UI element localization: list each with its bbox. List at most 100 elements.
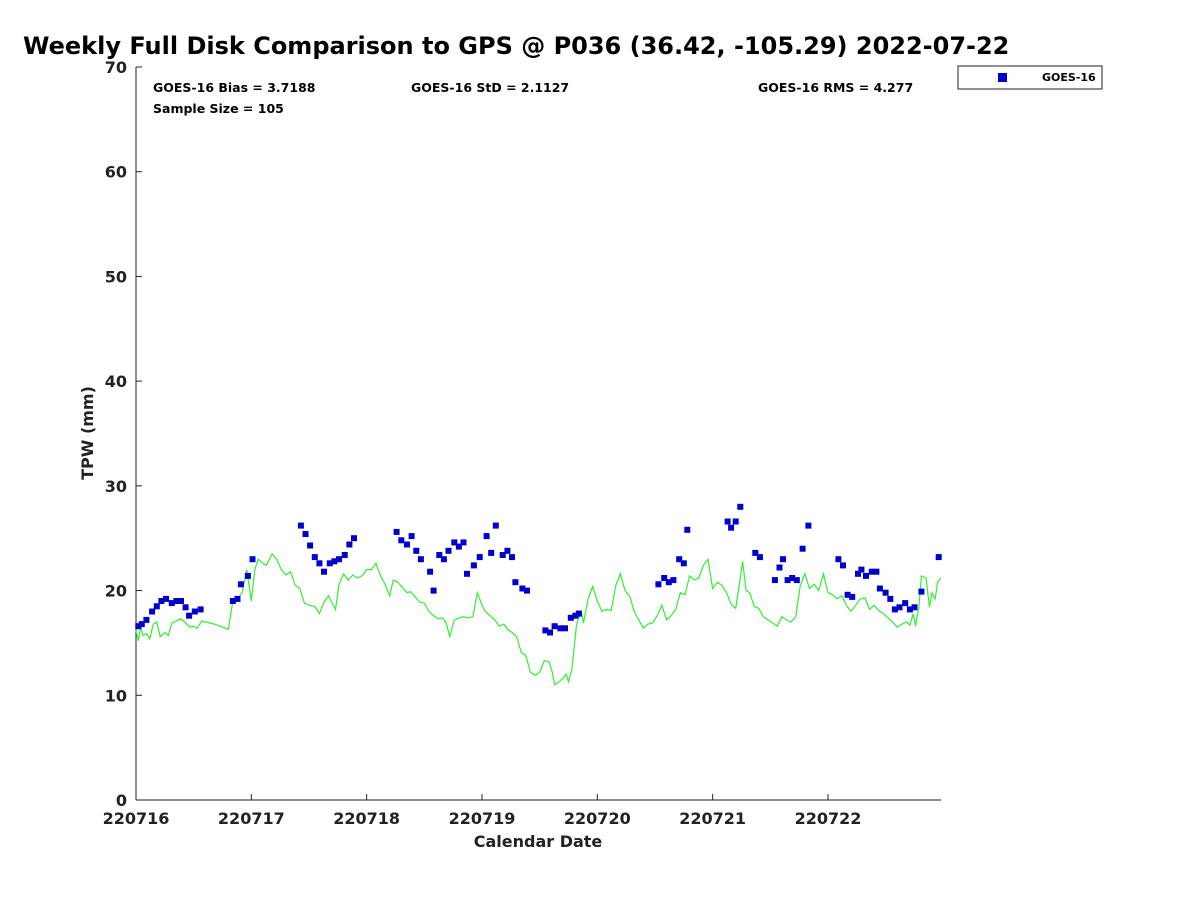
- goes16-point: [440, 556, 447, 563]
- goes16-point: [234, 595, 241, 602]
- goes16-point: [244, 572, 251, 579]
- y-tick-label: 30: [105, 477, 127, 496]
- goes16-point: [445, 547, 452, 554]
- goes16-point: [780, 556, 786, 563]
- goes16-point: [143, 616, 150, 623]
- goes16-point: [572, 612, 579, 619]
- goes16-point: [483, 533, 490, 540]
- goes16-point: [393, 528, 400, 535]
- legend-goes16-marker: [998, 73, 1007, 82]
- goes16-point: [186, 612, 193, 619]
- goes16-point: [346, 541, 353, 548]
- x-ticks: 220716 220717 220718 220719 220720 220721 2207…: [103, 794, 862, 828]
- goes16-point: [398, 537, 405, 544]
- goes16-point: [906, 606, 913, 613]
- legend: GOES-16: [957, 65, 1103, 90]
- y-tick-label: 40: [105, 372, 127, 391]
- goes16-point: [655, 581, 662, 588]
- goes16-point: [408, 533, 415, 540]
- goes16-point: [455, 543, 462, 550]
- gps-line-series: [135, 552, 942, 686]
- y-ticks: 0 10 20 30 40 50 60 70: [105, 58, 142, 810]
- goes16-point: [855, 570, 861, 577]
- goes16-point: [844, 591, 851, 598]
- goes16-point: [476, 554, 483, 561]
- goes16-point: [404, 541, 410, 548]
- goes16-point: [551, 623, 558, 630]
- goes16-point: [311, 554, 318, 561]
- goes16-point: [918, 588, 925, 595]
- goes16-point: [902, 600, 909, 607]
- y-tick-label: 20: [105, 582, 127, 601]
- goes16-point: [341, 552, 348, 558]
- goes16-point: [840, 562, 846, 569]
- goes16-point: [302, 531, 309, 537]
- x-axis-label: Calendar Date: [474, 832, 603, 851]
- goes16-point: [771, 577, 778, 584]
- goes16-point: [752, 549, 759, 556]
- goes16-point: [316, 560, 323, 567]
- x-tick-label: 220719: [449, 809, 516, 828]
- y-tick-label: 50: [105, 267, 127, 286]
- chart-title: Weekly Full Disk Comparison to GPS @ P03…: [23, 32, 1009, 60]
- goes16-point: [197, 606, 204, 613]
- goes16-point: [321, 568, 327, 575]
- goes16-point: [873, 568, 880, 575]
- legend-goes16-label: GOES-16: [1042, 71, 1096, 84]
- goes16-point: [684, 526, 691, 533]
- stat-std: GOES-16 StD = 2.1127: [411, 80, 569, 95]
- legend-box: [957, 65, 1103, 90]
- goes16-point: [911, 604, 918, 611]
- gps-line: [135, 552, 942, 686]
- goes16-point: [789, 575, 796, 581]
- goes16-point: [784, 577, 791, 584]
- goes16-point: [464, 570, 470, 577]
- x-tick-label: 220718: [333, 809, 400, 828]
- goes16-point: [149, 608, 156, 615]
- goes16-point: [670, 577, 677, 584]
- goes16-point: [661, 575, 668, 581]
- goes16-point: [430, 587, 437, 594]
- goes16-point: [756, 554, 763, 561]
- goes16-point: [173, 598, 180, 604]
- goes16-point: [297, 522, 304, 529]
- stat-sample-size: Sample Size = 105: [153, 101, 284, 116]
- goes16-point: [488, 549, 495, 556]
- goes16-point: [524, 587, 530, 594]
- x-tick-label: 220722: [795, 809, 862, 828]
- goes16-point: [680, 560, 687, 567]
- goes16-point: [249, 556, 256, 563]
- goes16-point: [562, 625, 568, 632]
- y-tick-label: 0: [116, 791, 127, 810]
- x-tick-label: 220716: [103, 809, 170, 828]
- goes16-point: [891, 606, 898, 613]
- plot-area: [135, 67, 941, 801]
- goes16-point: [509, 554, 515, 561]
- goes16-point: [182, 604, 189, 611]
- goes16-point: [158, 598, 165, 604]
- goes16-point: [413, 547, 420, 554]
- goes16-point: [575, 610, 582, 617]
- goes16-point: [331, 558, 338, 565]
- stat-rms: GOES-16 RMS = 4.277: [758, 80, 913, 95]
- goes16-point: [336, 556, 342, 563]
- x-tick-label: 220720: [564, 809, 631, 828]
- goes16-point: [237, 581, 244, 588]
- goes16-point: [460, 539, 467, 546]
- goes16-point: [793, 577, 800, 584]
- goes16-point: [557, 625, 564, 632]
- goes16-point: [153, 603, 160, 610]
- goes16-point: [427, 568, 434, 575]
- goes16-point: [732, 518, 739, 525]
- goes16-point: [135, 623, 142, 630]
- stat-bias: GOES-16 Bias = 3.7188: [153, 80, 315, 95]
- goes16-point: [326, 560, 333, 567]
- goes16-point: [665, 579, 672, 586]
- goes16-point: [835, 556, 842, 563]
- x-tick-label: 220721: [679, 809, 746, 828]
- goes16-point: [547, 629, 553, 636]
- goes16-point: [567, 614, 574, 621]
- goes16-point: [163, 595, 169, 602]
- goes16-point: [863, 572, 869, 579]
